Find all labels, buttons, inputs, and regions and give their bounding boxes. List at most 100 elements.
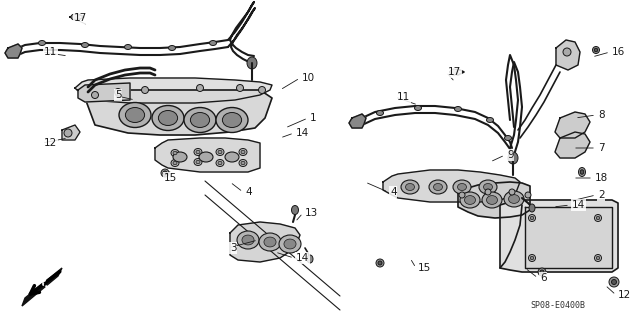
Text: 2: 2 xyxy=(598,190,605,200)
Polygon shape xyxy=(555,132,590,158)
Ellipse shape xyxy=(81,42,88,48)
Ellipse shape xyxy=(241,161,245,165)
Ellipse shape xyxy=(115,88,122,95)
Ellipse shape xyxy=(482,192,502,208)
Ellipse shape xyxy=(199,152,213,162)
Text: 9: 9 xyxy=(507,150,514,160)
Polygon shape xyxy=(555,112,590,138)
Ellipse shape xyxy=(125,44,131,49)
Ellipse shape xyxy=(71,14,79,20)
Ellipse shape xyxy=(529,214,536,221)
Ellipse shape xyxy=(525,192,531,198)
Ellipse shape xyxy=(593,47,600,54)
Ellipse shape xyxy=(307,255,313,263)
Ellipse shape xyxy=(486,117,493,122)
Text: 15: 15 xyxy=(418,263,431,273)
Ellipse shape xyxy=(611,279,616,285)
Ellipse shape xyxy=(194,149,202,155)
Polygon shape xyxy=(5,44,22,58)
Ellipse shape xyxy=(406,183,415,190)
Text: 16: 16 xyxy=(612,47,625,57)
Polygon shape xyxy=(556,40,580,70)
Text: 17: 17 xyxy=(74,13,87,23)
Ellipse shape xyxy=(209,41,216,46)
Polygon shape xyxy=(62,125,80,140)
Ellipse shape xyxy=(264,237,276,247)
Ellipse shape xyxy=(92,92,99,99)
Ellipse shape xyxy=(216,160,224,167)
Polygon shape xyxy=(22,268,62,306)
Ellipse shape xyxy=(152,106,184,130)
Text: 12: 12 xyxy=(618,290,631,300)
Ellipse shape xyxy=(595,214,602,221)
Ellipse shape xyxy=(168,46,175,50)
Ellipse shape xyxy=(595,48,598,52)
Ellipse shape xyxy=(596,256,600,260)
Ellipse shape xyxy=(216,108,248,132)
Text: 11: 11 xyxy=(397,92,410,102)
Polygon shape xyxy=(383,170,520,202)
Ellipse shape xyxy=(163,171,167,175)
Ellipse shape xyxy=(279,235,301,253)
Ellipse shape xyxy=(218,150,222,154)
Ellipse shape xyxy=(141,86,148,93)
Ellipse shape xyxy=(247,57,257,69)
Text: 5: 5 xyxy=(115,90,122,100)
Text: 6: 6 xyxy=(540,273,547,283)
Ellipse shape xyxy=(529,255,536,262)
Text: 3: 3 xyxy=(230,243,237,253)
Ellipse shape xyxy=(465,196,476,204)
Ellipse shape xyxy=(161,169,169,177)
Text: 14: 14 xyxy=(296,128,309,138)
Polygon shape xyxy=(75,78,272,103)
Text: 8: 8 xyxy=(598,110,605,120)
Ellipse shape xyxy=(504,191,524,207)
Ellipse shape xyxy=(173,152,187,162)
Ellipse shape xyxy=(237,231,259,249)
Ellipse shape xyxy=(540,270,544,274)
Ellipse shape xyxy=(241,150,245,154)
Polygon shape xyxy=(230,222,300,262)
Ellipse shape xyxy=(378,261,382,265)
Ellipse shape xyxy=(538,268,546,276)
Ellipse shape xyxy=(595,255,602,262)
Ellipse shape xyxy=(433,183,442,190)
Text: 12: 12 xyxy=(44,138,57,148)
Ellipse shape xyxy=(580,170,584,174)
Ellipse shape xyxy=(529,204,535,212)
Text: 1: 1 xyxy=(310,113,317,123)
Text: SP08-E0400B: SP08-E0400B xyxy=(530,301,585,310)
Text: 4: 4 xyxy=(245,187,252,197)
Ellipse shape xyxy=(216,149,224,155)
Ellipse shape xyxy=(504,136,511,140)
Text: 17: 17 xyxy=(448,67,461,77)
Ellipse shape xyxy=(125,108,145,122)
Text: 7: 7 xyxy=(598,143,605,153)
Ellipse shape xyxy=(171,160,179,167)
Ellipse shape xyxy=(239,149,247,155)
Polygon shape xyxy=(349,114,366,128)
Ellipse shape xyxy=(196,150,200,154)
Ellipse shape xyxy=(579,167,586,176)
Ellipse shape xyxy=(450,69,458,75)
Ellipse shape xyxy=(173,151,177,155)
Ellipse shape xyxy=(194,159,202,166)
Ellipse shape xyxy=(429,180,447,194)
Ellipse shape xyxy=(459,192,465,198)
Text: 4: 4 xyxy=(390,187,397,197)
Ellipse shape xyxy=(509,189,515,195)
Ellipse shape xyxy=(239,160,247,167)
Ellipse shape xyxy=(173,161,177,165)
Ellipse shape xyxy=(159,110,178,125)
Text: 13: 13 xyxy=(305,208,318,218)
Ellipse shape xyxy=(453,180,471,194)
Ellipse shape xyxy=(563,48,571,56)
Polygon shape xyxy=(82,90,272,135)
Ellipse shape xyxy=(225,152,239,162)
Ellipse shape xyxy=(218,161,222,165)
Text: 10: 10 xyxy=(302,73,315,83)
Ellipse shape xyxy=(458,183,467,190)
Ellipse shape xyxy=(596,216,600,220)
Ellipse shape xyxy=(486,196,497,204)
Ellipse shape xyxy=(259,233,281,251)
